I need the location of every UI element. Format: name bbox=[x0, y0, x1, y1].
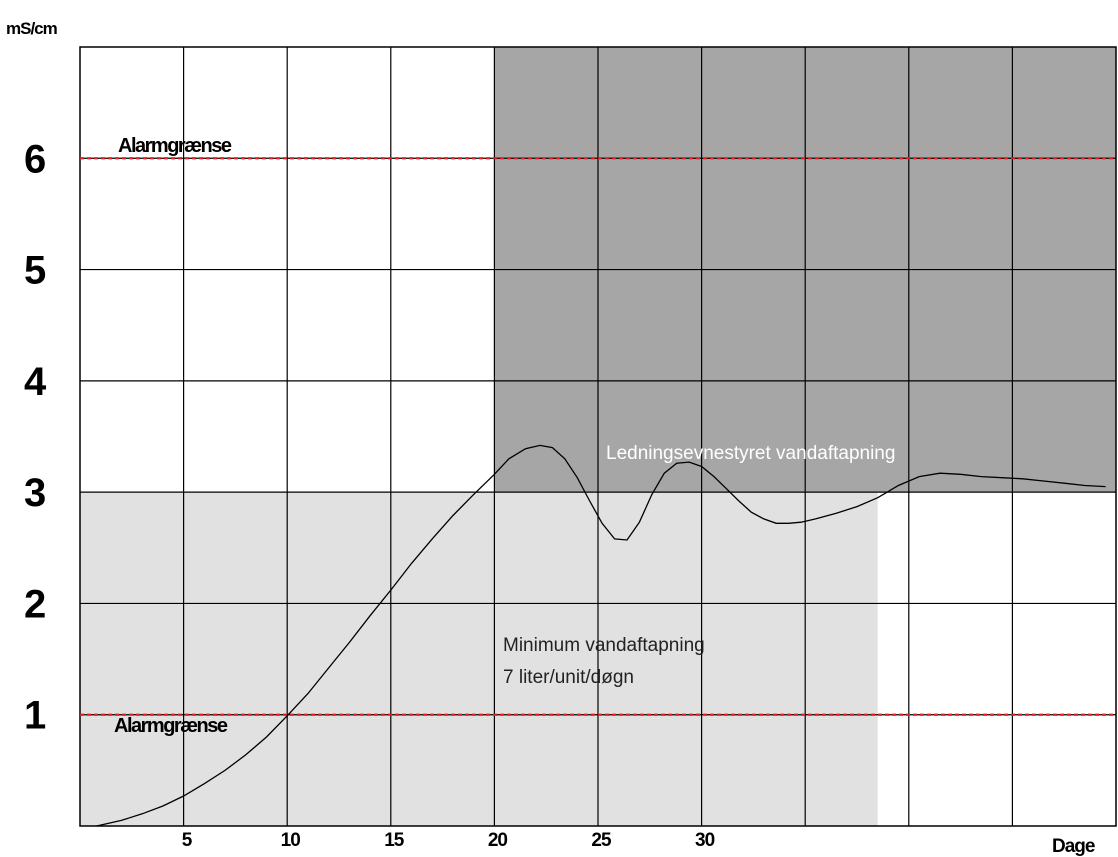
y-tick-labels: 1 2 3 4 5 6 bbox=[24, 137, 47, 737]
x-tick-label: 10 bbox=[281, 830, 301, 851]
x-tick-label: 25 bbox=[591, 830, 612, 851]
y-tick-label: 3 bbox=[24, 471, 46, 515]
y-tick-label: 5 bbox=[24, 249, 46, 293]
plot-frame bbox=[79, 46, 1117, 827]
x-tick-labels: 5 10 15 20 25 30 bbox=[182, 830, 716, 851]
region-label-minimum-line1: Minimum vandaftapning bbox=[503, 635, 705, 656]
threshold-label-upper: Alarmgrænse bbox=[118, 135, 232, 157]
y-tick-label: 2 bbox=[24, 582, 46, 626]
x-tick-label: 30 bbox=[695, 830, 715, 851]
x-tick-label: 5 bbox=[182, 830, 193, 851]
series-line bbox=[96, 444, 1106, 827]
x-axis-label: Dage bbox=[1052, 836, 1095, 857]
x-tick-label: 15 bbox=[384, 830, 405, 851]
threshold-lines bbox=[80, 157, 1116, 716]
x-tick-label: 20 bbox=[488, 830, 508, 851]
y-tick-label: 1 bbox=[24, 694, 46, 738]
y-tick-label: 6 bbox=[24, 137, 46, 181]
region-label-minimum-line2: 7 liter/unit/døgn bbox=[503, 667, 634, 688]
threshold-label-lower: Alarmgrænse bbox=[114, 715, 228, 737]
region-1 bbox=[80, 492, 878, 826]
y-tick-label: 4 bbox=[24, 360, 47, 404]
region-label-conductivity: Ledningsevnestyret vandaftapning bbox=[606, 443, 895, 464]
gridlines bbox=[80, 47, 1116, 826]
y-axis-label: mS/cm bbox=[6, 19, 58, 38]
